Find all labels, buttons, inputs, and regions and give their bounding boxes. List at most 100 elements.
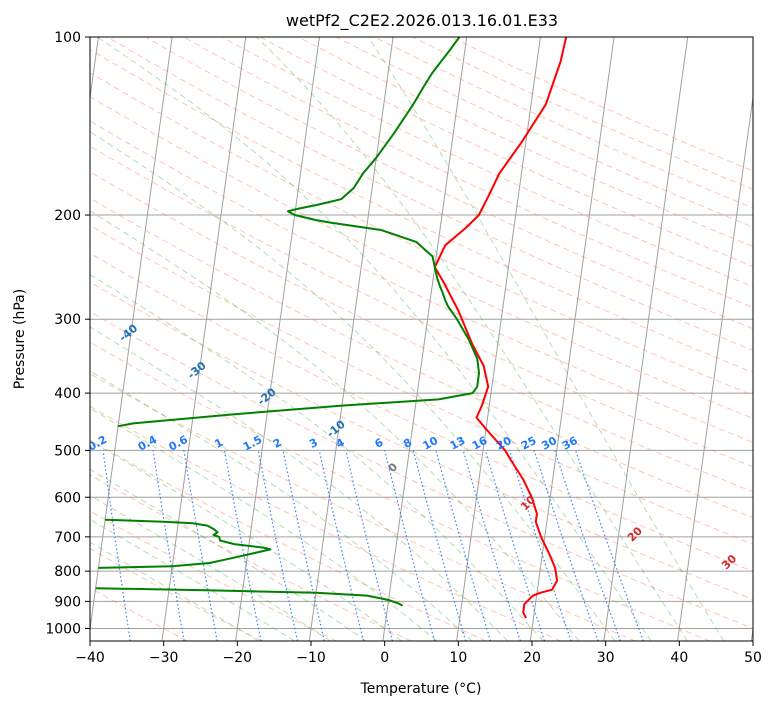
mixing-ratio-label: 10 [421,434,441,453]
dry-adiabat-line [90,311,753,630]
mixing-ratio-label: 2 [271,436,284,451]
dry-adiabat-line [90,96,753,420]
dry-adiabat-line [90,48,753,374]
mixing-ratio-line [282,450,325,641]
y-tick-label: 1000 [45,621,81,637]
isotherm-line [382,37,468,641]
dry-adiabat-line [260,37,753,268]
moist-adiabat-line [90,326,508,641]
moist-adiabat-label: 0 [386,460,401,475]
mixing-ratio-label: 13 [448,434,468,453]
dry-adiabat-line [90,252,753,572]
dry-adiabat-line [90,145,753,468]
temperature-profile [433,37,568,619]
moist-adiabat-line [90,494,331,641]
isotherm-label: -40 [117,322,141,345]
y-axis-title: Pressure (hPa) [12,289,28,389]
x-tick-label: 30 [597,650,615,666]
isotherm-label: -10 [324,418,348,441]
moist-adiabat-line [96,37,652,641]
mixing-ratio-label: 25 [519,434,539,453]
x-tick-label: −30 [149,650,179,666]
dewpoint-profile [117,37,480,428]
sounding-profiles [95,37,568,619]
mixing-ratio-label: 16 [470,434,490,453]
dry-adiabat-line [222,37,753,288]
mixing-ratio-line [484,450,546,641]
isotherm-line [529,37,615,641]
x-tick-label: −20 [223,650,253,666]
isotherm-label: -30 [185,359,209,382]
axes: −40 −30 −20 −10 0 10 20 30 40 5010020030040050060… [45,30,762,666]
dewpoint-profile [98,518,272,569]
dry-adiabat-line [90,197,753,519]
mixing-ratio-label: 3 [307,436,320,451]
y-tick-label: 100 [54,30,81,46]
dry-adiabat-line [299,37,753,248]
background-lines [90,37,753,641]
dry-adiabat-line [90,281,753,601]
dry-adiabat-line [375,37,753,209]
dry-adiabat-line [90,224,753,545]
isotherm-line [308,37,394,641]
isotherm-label: -50 [49,278,73,301]
moist-adiabat-label: 20 [625,524,645,544]
mixing-ratio-line [575,450,644,641]
isotherm-line [677,93,753,641]
mixing-ratio-label: 20 [494,434,514,453]
y-tick-label: 500 [54,443,81,459]
isotherm-line [235,37,320,641]
dry-adiabat-line [90,341,711,641]
moist-adiabat-line [90,274,544,641]
y-tick-label: 800 [54,564,81,580]
moist-adiabat-line [90,468,367,641]
moist-adiabat-label: 30 [719,552,739,572]
isotherm-line [90,37,173,633]
dry-adiabat-line [90,373,636,641]
dewpoint-profile [95,587,404,607]
mixing-ratio-line [384,450,436,641]
x-tick-label: 0 [380,650,389,666]
isotherm-line [456,37,541,641]
isotherm-label: -20 [255,385,279,408]
x-tick-label: 20 [523,650,541,666]
x-tick-label: 50 [744,650,762,666]
moist-adiabat-line [90,518,295,641]
isotherm-line [750,625,753,641]
moist-adiabat-line [90,439,402,641]
dry-adiabat-line [90,405,561,641]
mixing-ratio-line [462,450,521,641]
dry-adiabat-line [108,37,753,351]
x-tick-label: −40 [75,650,105,666]
moist-adiabat-line [255,37,688,641]
moist-adiabat-line [367,37,725,641]
mixing-ratio-line [318,450,365,641]
mixing-ratio-line [257,450,299,641]
y-tick-label: 600 [54,490,81,506]
chart-title: wetPf2_C2E2.2026.013.16.01.E33 [286,11,558,31]
mixing-ratio-line [152,450,185,641]
mixing-ratio-line [412,450,467,641]
mixing-ratio-label: 6 [373,436,386,451]
mixing-ratio-line [435,450,492,641]
dry-adiabat-line [90,72,753,396]
moist-adiabat-line [90,210,580,641]
mixing-ratio-label: 36 [560,434,580,453]
mixing-ratio-line [183,450,218,641]
mixing-ratio-line [509,450,572,641]
dry-adiabat-line [90,439,487,641]
line-labels: 0.10.20.40.611.52346810131620253036-100-… [49,278,739,573]
x-axis-title: Temperature (°C) [360,681,482,697]
plot-frame [89,36,754,642]
dry-adiabat-line [337,37,753,228]
y-tick-label: 700 [54,530,81,546]
dry-adiabat-line [90,474,412,641]
y-tick-label: 900 [54,594,81,610]
x-tick-label: −10 [296,650,326,666]
moist-adiabat-line [90,407,438,641]
dry-adiabat-line [90,510,337,641]
y-tick-label: 300 [54,312,81,328]
mixing-ratio-label: 1 [212,436,225,451]
x-tick-label: 10 [449,650,467,666]
dry-adiabat-line [90,171,753,493]
